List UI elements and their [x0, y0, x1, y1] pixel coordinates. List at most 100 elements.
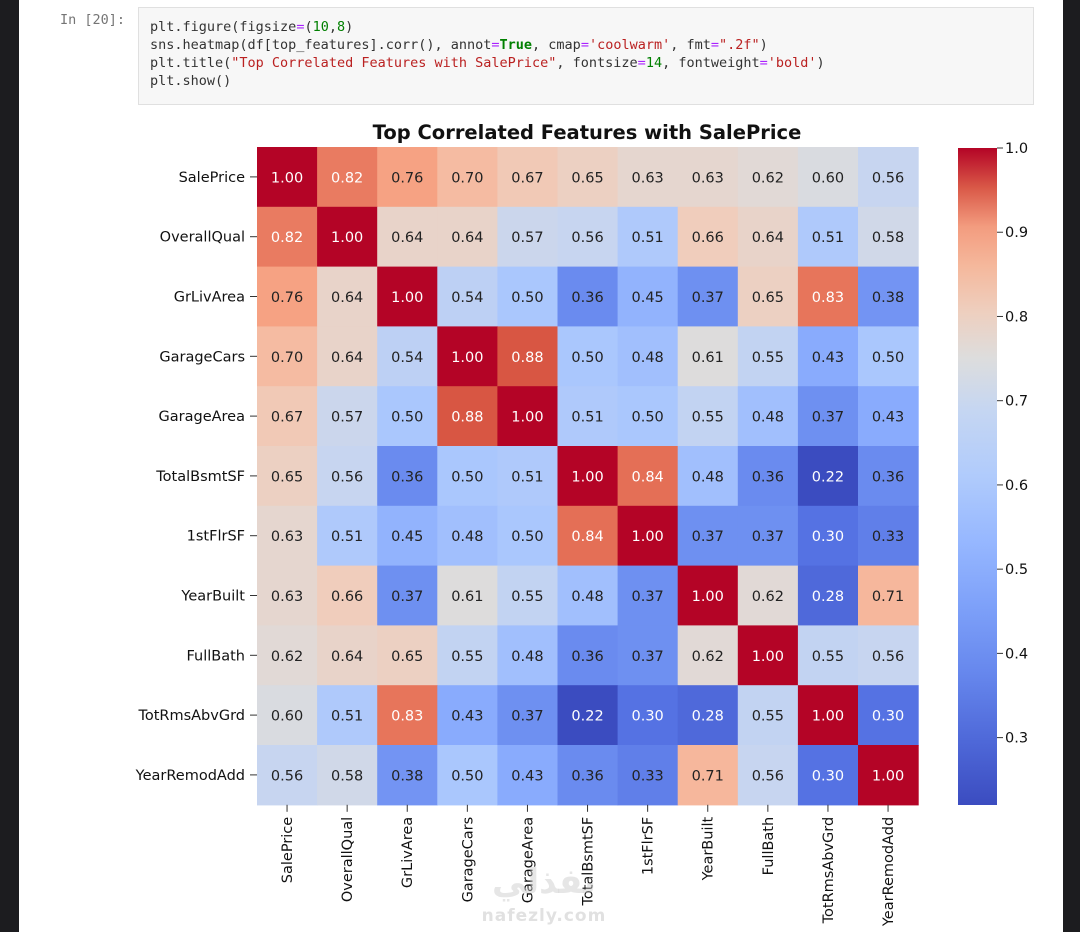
cell-annotation: 0.51 [571, 410, 603, 426]
cell-annotation: 1.00 [391, 290, 423, 306]
heatmap-cells: 1.00 0.82 0.76 0.70 0.67 0.65 0.63 0.63 0.62 0.60… [257, 147, 919, 806]
colorbar-tick-label: 1.0 [1005, 141, 1028, 157]
cell-annotation: 0.36 [571, 649, 603, 665]
heatmap-cell [737, 326, 799, 387]
cell-annotation: 0.84 [571, 529, 603, 545]
x-tick-label: YearBuilt [701, 816, 717, 881]
cell-annotation: 1.00 [451, 350, 483, 366]
cell-annotation: 0.50 [511, 529, 543, 545]
code-token: ) [345, 19, 354, 35]
code-token: = [580, 37, 589, 53]
cell-annotation: 0.82 [271, 230, 303, 246]
heatmap-cell [737, 206, 799, 268]
cell-annotation: 0.63 [271, 589, 303, 605]
cell-annotation: 1.00 [872, 768, 904, 784]
heatmap-cell [797, 326, 859, 387]
cell-annotation: 0.37 [632, 649, 664, 665]
heatmap-cell [797, 446, 859, 507]
x-tick-label: OverallQual [340, 817, 356, 902]
cell-annotation: 0.48 [571, 589, 603, 605]
code-token: 14 [645, 55, 663, 71]
colorbar-tick-label: 0.3 [1005, 731, 1028, 747]
heatmap-cell [858, 565, 919, 626]
cell-annotation: 0.55 [451, 649, 483, 665]
heatmap-cell [557, 685, 619, 746]
cell-annotation: 0.84 [632, 469, 664, 485]
colorbar-gradient [958, 148, 997, 805]
cell-annotation: 0.64 [331, 350, 363, 366]
heatmap-cell [858, 147, 919, 208]
code-line: plt.show() [150, 72, 1033, 90]
heatmap-cell [617, 745, 679, 806]
cell-annotation: 0.37 [752, 529, 784, 545]
cell-annotation: 0.37 [692, 290, 724, 306]
cell-annotation: 0.51 [632, 230, 664, 246]
cell-annotation: 0.37 [391, 589, 423, 605]
code-editor[interactable]: plt.figure(figsize=(10,8) sns.heatmap(df[… [139, 8, 1033, 90]
heatmap-cell [557, 446, 619, 507]
heatmap-cell [677, 266, 739, 327]
cell-annotation: 0.64 [752, 230, 784, 246]
cell-annotation: 0.43 [451, 709, 483, 725]
heatmap-cell [797, 206, 859, 268]
y-tick-label: YearRemodAdd [135, 768, 245, 784]
heatmap-cell [797, 266, 859, 327]
x-tick-label: TotRmsAbvGrd [821, 817, 837, 925]
cell-annotation: 0.45 [632, 290, 664, 306]
cell-annotation: 0.30 [812, 768, 844, 784]
heatmap-cell [437, 326, 498, 387]
colorbar-ticks: 1.0 0.9 0.8 0.7 0.6 0.5 0.4 0.3 [997, 141, 1028, 747]
cell-annotation: 0.62 [752, 589, 784, 605]
cell-annotation: 1.00 [571, 469, 603, 485]
heatmap-cell [377, 147, 438, 208]
heatmap-cell [677, 505, 739, 567]
x-tick-label: 1stFlrSF [641, 817, 657, 875]
y-tick-label: TotalBsmtSF [155, 469, 245, 485]
cell-annotation: 0.58 [872, 230, 904, 246]
heatmap-cell [257, 685, 318, 746]
cell-annotation: 0.63 [271, 529, 303, 545]
heatmap-cell [377, 326, 438, 387]
cell-annotation: 0.56 [872, 170, 904, 186]
cell-annotation: 0.50 [872, 350, 904, 366]
cell-annotation: 0.36 [752, 469, 784, 485]
y-tick-label: YearBuilt [180, 589, 245, 605]
colorbar-tick-label: 0.7 [1005, 394, 1028, 410]
cell-annotation: 0.65 [752, 290, 784, 306]
cell-annotation: 0.65 [571, 170, 603, 186]
heatmap-cell [858, 266, 919, 327]
heatmap-cell [317, 266, 378, 327]
cell-annotation: 0.57 [511, 230, 543, 246]
heatmap-cell [737, 685, 799, 746]
code-token: , fontsize [556, 55, 638, 71]
cell-annotation: 0.88 [451, 410, 483, 426]
heatmap-cell [617, 147, 679, 208]
y-tick-label: OverallQual [160, 230, 245, 246]
colorbar-tick-label: 0.5 [1005, 562, 1028, 578]
heatmap-cell [437, 446, 498, 507]
heatmap-cell [617, 625, 679, 686]
heatmap-cell [437, 505, 498, 567]
cell-annotation: 0.60 [271, 709, 303, 725]
cell-annotation: 0.50 [571, 350, 603, 366]
code-token: plt.show() [150, 73, 232, 89]
heatmap-cell [437, 745, 498, 806]
cell-annotation: 0.38 [872, 290, 904, 306]
cell-annotation: 0.61 [692, 350, 724, 366]
cell-annotation: 1.00 [271, 170, 303, 186]
colorbar: 1.0 0.9 0.8 0.7 0.6 0.5 0.4 0.3 [958, 141, 1028, 805]
heatmap-cell [377, 206, 438, 268]
cell-annotation: 0.51 [331, 529, 363, 545]
cell-annotation: 0.55 [812, 649, 844, 665]
code-cell[interactable]: plt.figure(figsize=(10,8) sns.heatmap(df[… [138, 7, 1034, 105]
heatmap-cell [858, 745, 919, 806]
cell-annotation: 0.37 [812, 410, 844, 426]
code-token: 'bold' [767, 55, 817, 71]
code-token: = [637, 55, 646, 71]
heatmap-cell [858, 625, 919, 686]
cell-annotation: 0.88 [511, 350, 543, 366]
heatmap-cell [737, 625, 799, 686]
heatmap-cell [797, 565, 859, 626]
code-token: "Top Correlated Features with SalePrice" [231, 55, 557, 71]
heatmap-cell [257, 505, 318, 567]
